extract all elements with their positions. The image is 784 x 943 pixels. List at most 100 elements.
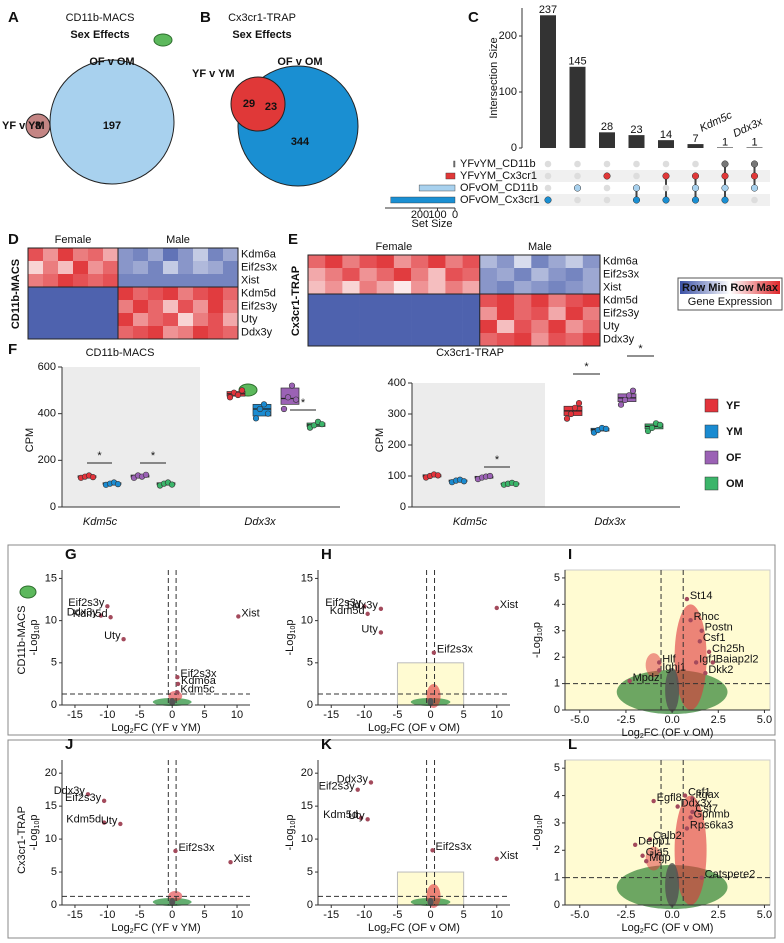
heat-cell: [514, 307, 532, 321]
gene-point: [627, 678, 632, 684]
venn-title: Cx3cr1-TRAP: [228, 12, 296, 24]
x-tick-label: -10: [99, 709, 115, 721]
gene-label: Uty: [348, 810, 365, 822]
gene-point: [236, 614, 241, 619]
point: [256, 405, 264, 413]
point: [460, 478, 468, 485]
heat-cell: [548, 281, 566, 295]
empty-dot: [633, 172, 640, 180]
y-tick-label: 10: [45, 833, 57, 845]
empty-dot: [692, 160, 699, 168]
heat-cell: [133, 300, 149, 314]
member-dot: [691, 172, 700, 180]
member-dot: [632, 196, 641, 204]
member-dot: [662, 172, 670, 180]
x-axis-label-part: Log: [111, 922, 129, 934]
group-label: Female: [376, 241, 413, 253]
heat-cell: [445, 294, 463, 308]
y-tick-label: 0: [307, 899, 313, 911]
heat-cell: [325, 307, 343, 321]
heat-cell: [178, 313, 194, 327]
gene-point: [693, 660, 699, 665]
venn-subtitle: Sex Effects: [70, 29, 129, 41]
gene-label: Xist: [500, 599, 518, 611]
heat-cell: [223, 326, 239, 340]
gene-label: Kdm5d: [241, 287, 276, 299]
heat-cell: [462, 294, 481, 308]
heat-cell: [325, 320, 343, 334]
heat-cell: [88, 313, 104, 327]
gene-point: [175, 681, 181, 687]
gene-point: [684, 826, 690, 831]
member-dot: [750, 172, 759, 180]
heat-cell: [28, 274, 44, 288]
heat-cell: [582, 255, 601, 269]
x-tick-label: 0: [452, 209, 458, 221]
heat-cell: [88, 261, 104, 275]
gene-label: Uty: [241, 313, 258, 325]
gene-point: [688, 617, 693, 623]
heat-cell: [118, 274, 134, 288]
member-dot: [632, 184, 641, 192]
point: [656, 421, 664, 428]
y-tick-label: 200: [388, 439, 406, 451]
gene-label: Itgax: [695, 789, 719, 801]
venn-count: 23: [265, 101, 277, 113]
member-dot: [721, 184, 729, 192]
x-tick-label: 10: [231, 709, 243, 721]
y-axis-label-part: 10: [34, 626, 41, 634]
heat-cell: [148, 248, 164, 262]
heat-cell: [531, 268, 549, 282]
heat-cell: [514, 268, 532, 282]
point: [644, 427, 652, 435]
x-axis-label: Log2FC (OF v OM): [622, 922, 714, 935]
gene-point: [365, 817, 370, 822]
heat-cell: [193, 313, 209, 327]
heat-cell: [342, 268, 360, 282]
heat-cell: [58, 326, 74, 340]
heat-cell: [163, 261, 179, 275]
y-axis-label-part: p: [284, 815, 296, 821]
cloud: [674, 604, 707, 710]
gene-label: Ddx3y: [337, 773, 369, 785]
bar: [569, 66, 586, 148]
heat-cell: [325, 281, 343, 295]
heat-cell: [308, 333, 326, 347]
gene-label: Kdm5c: [180, 683, 215, 695]
heat-cell: [325, 294, 343, 308]
x-tick-label: 10: [491, 709, 503, 721]
heat-cell: [428, 255, 446, 269]
heat-cell: [445, 268, 463, 282]
point: [234, 391, 242, 399]
x-axis-label-part: FC (YF v YM): [134, 722, 201, 734]
y-tick-label: 5: [554, 762, 560, 774]
set-size-bar: [390, 196, 456, 204]
y-tick-label: 100: [388, 470, 406, 482]
member-dot: [573, 184, 582, 192]
bar: [540, 15, 556, 149]
y-axis-label-part: -Log: [284, 828, 296, 850]
y-axis-label-part: -Log: [531, 636, 543, 658]
set-name: YFvYM_Cx3cr1: [460, 170, 537, 182]
heat-cell: [133, 248, 149, 262]
heat-cell: [565, 294, 584, 308]
gene-label: Rps6ka3: [690, 819, 733, 831]
bar: [687, 144, 704, 148]
venn-count: 197: [103, 120, 121, 132]
point: [567, 410, 575, 418]
heat-cell: [428, 320, 446, 334]
heat-cell: [58, 313, 74, 327]
y-tick-label: 5: [307, 866, 313, 878]
heat-cell: [582, 307, 601, 321]
heat-cell: [359, 268, 378, 282]
x-axis-label-part: 2: [640, 928, 644, 935]
heat-cell: [43, 274, 59, 288]
heat-cell: [208, 300, 224, 314]
x-tick-label: -5.0: [570, 909, 589, 921]
point: [621, 396, 629, 404]
x-axis-label-part: Log: [622, 727, 640, 739]
heat-cell: [148, 313, 164, 327]
heat-cell: [496, 333, 515, 347]
bar: [658, 140, 674, 148]
x-tick-label: -15: [323, 709, 339, 721]
